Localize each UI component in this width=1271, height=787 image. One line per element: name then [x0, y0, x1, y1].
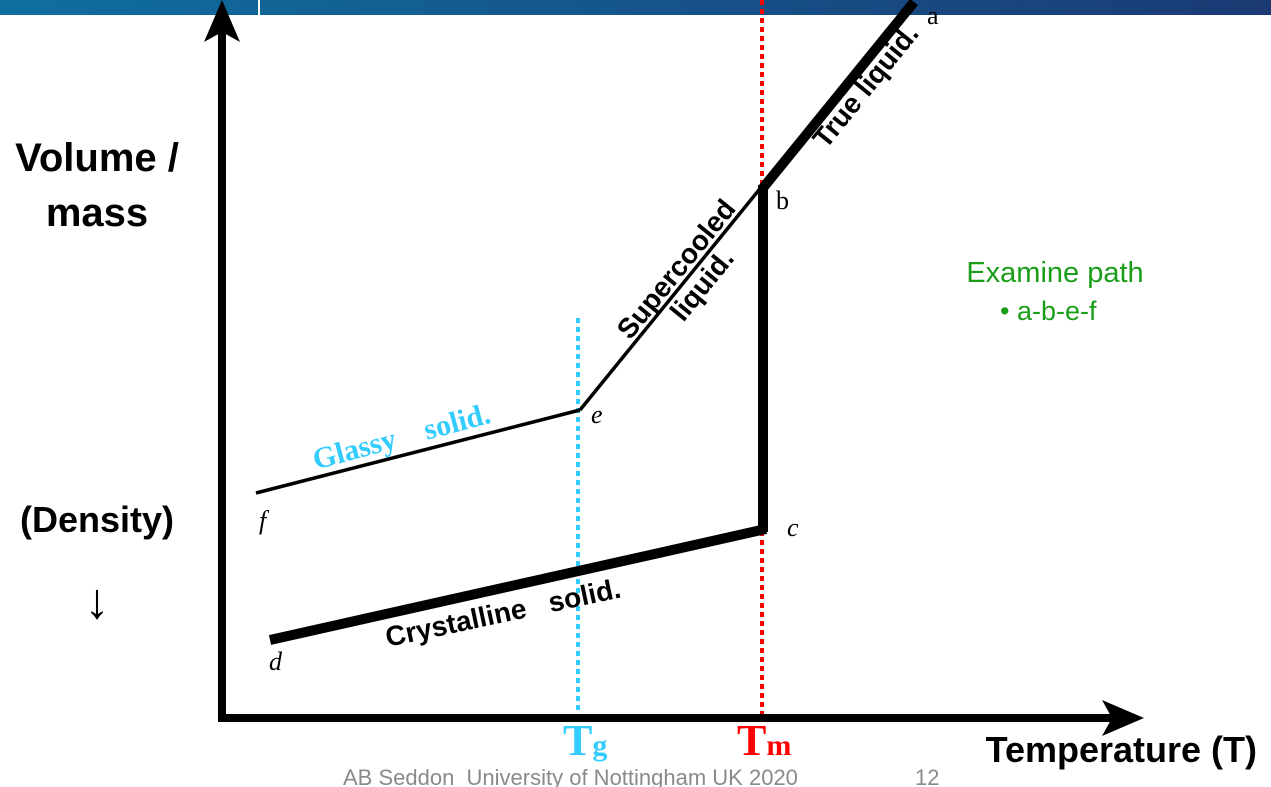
glassy-solid-line — [255, 408, 581, 495]
y-axis-label-line2: mass — [46, 191, 148, 235]
point-b: b — [776, 186, 789, 215]
point-c: c — [787, 513, 799, 542]
supercooled-liquid-line — [578, 183, 765, 412]
y-axis-arrowhead — [204, 0, 240, 42]
page-number: 12 — [915, 765, 939, 787]
tg-label: Tg — [563, 716, 607, 765]
point-a: a — [927, 1, 939, 30]
true-liquid-label: True liquid. — [807, 18, 925, 154]
glassy-solid-label: Glassy solid. — [309, 397, 494, 476]
down-arrow-icon: ↓ — [85, 573, 110, 629]
point-f: f — [259, 506, 270, 535]
point-e: e — [591, 400, 603, 429]
header-divider — [258, 0, 260, 15]
examine-path-title: Examine path — [966, 257, 1143, 289]
footer-credit: AB Seddon University of Nottingham UK 20… — [343, 765, 798, 787]
examine-path-bullet: • a-b-e-f — [1000, 296, 1097, 326]
header-bar — [0, 0, 1271, 15]
supercooled-liquid-label: Supercooled liquid. — [611, 187, 770, 363]
true-liquid-line — [759, 0, 918, 192]
point-d: d — [269, 647, 283, 676]
density-label: (Density) — [20, 499, 174, 540]
x-axis-label: Temperature (T) — [986, 729, 1257, 770]
x-axis-arrowhead — [1102, 700, 1144, 736]
crystalline-solid-line — [268, 524, 768, 645]
y-axis-label-line1: Volume / — [15, 136, 179, 180]
tm-label: Tm — [737, 716, 791, 765]
